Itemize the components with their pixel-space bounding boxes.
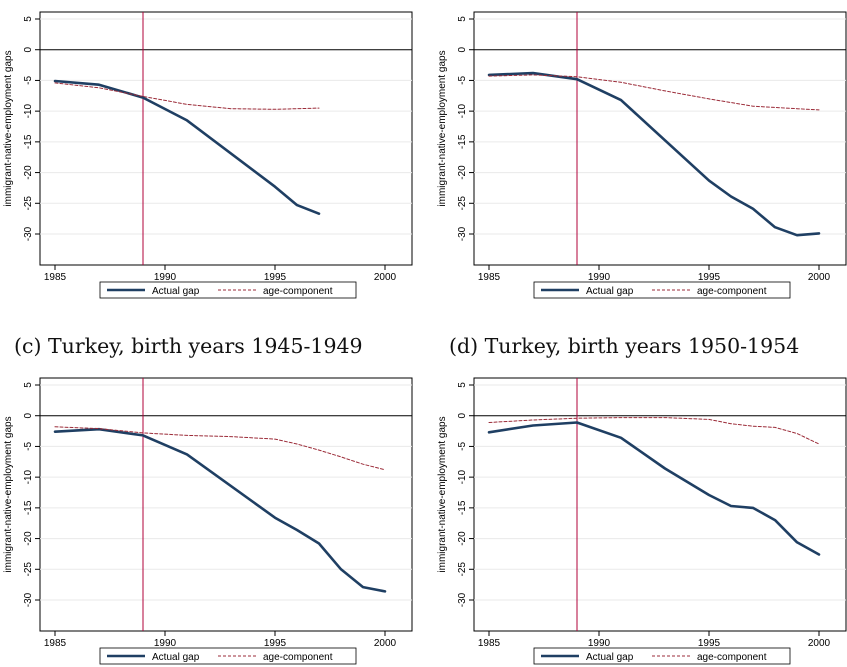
y-tick-label: -10 (457, 469, 468, 484)
y-tick-label: -30 (23, 226, 34, 241)
x-tick-label: 1990 (588, 272, 611, 283)
y-tick-label: -5 (23, 442, 34, 451)
plot-frame (473, 11, 847, 266)
chart-svg: 50-5-10-15-20-25-301985199019952000yeari… (3, 377, 413, 665)
y-axis-label: immigrant-native-employment gaps (3, 50, 14, 206)
y-tick-label: -15 (23, 134, 34, 149)
x-tick-label: 1990 (154, 272, 177, 283)
y-tick-label: -5 (457, 442, 468, 451)
caption-d: (d) Turkey, birth years 1950-1954 (449, 334, 800, 358)
x-tick-label: 1995 (264, 638, 287, 649)
series-line-actual-gap (487, 421, 821, 556)
x-tick-label: 1995 (698, 638, 721, 649)
y-tick-label: 5 (23, 16, 34, 22)
legend-label: age-component (263, 286, 333, 297)
x-tick-label: 2000 (374, 638, 397, 649)
legend-label: Actual gap (586, 652, 634, 663)
legend-label: Actual gap (152, 652, 200, 663)
legend-label: age-component (263, 652, 333, 663)
y-tick-label: -10 (457, 103, 468, 118)
y-tick-label: -15 (457, 134, 468, 149)
y-tick-label: -20 (457, 165, 468, 180)
y-tick-label: -5 (23, 76, 34, 85)
legend-label: Actual gap (586, 286, 634, 297)
y-tick-label: -30 (457, 592, 468, 607)
chart-panel-2: 50-5-10-15-20-25-301985199019952000yeari… (434, 0, 847, 300)
series-line-age-component (54, 426, 386, 471)
y-tick-label: -15 (23, 500, 34, 515)
y-axis-label: immigrant-native-employment gaps (3, 416, 14, 572)
y-tick-label: -20 (23, 165, 34, 180)
legend-label: Actual gap (152, 286, 200, 297)
y-tick-label: -25 (23, 196, 34, 211)
y-tick-label: -25 (23, 562, 34, 577)
x-tick-label: 1990 (588, 638, 611, 649)
y-tick-label: 0 (23, 412, 34, 418)
y-tick-label: 5 (457, 16, 468, 22)
y-tick-label: 0 (457, 46, 468, 52)
y-tick-label: 5 (23, 382, 34, 388)
x-tick-label: 1995 (698, 272, 721, 283)
chart-panel-1: 50-5-10-15-20-25-301985199019952000yeari… (0, 0, 413, 300)
y-tick-label: 5 (457, 382, 468, 388)
y-tick-label: -5 (457, 76, 468, 85)
y-tick-label: -20 (23, 531, 34, 546)
series-line-age-component (488, 74, 820, 111)
x-tick-label: 1985 (478, 272, 501, 283)
x-tick-label: 1995 (264, 272, 287, 283)
y-tick-label: -30 (23, 592, 34, 607)
chart-panel-4: 50-5-10-15-20-25-301985199019952000yeari… (434, 366, 847, 666)
plot-frame (39, 377, 413, 632)
legend: Actual gap age-component (533, 647, 791, 665)
chart-panel-3: 50-5-10-15-20-25-301985199019952000yeari… (0, 366, 413, 666)
x-tick-label: 1985 (478, 638, 501, 649)
y-tick-label: 0 (457, 412, 468, 418)
chart-svg: 50-5-10-15-20-25-301985199019952000yeari… (437, 11, 847, 299)
x-tick-label: 1985 (44, 638, 67, 649)
y-axis-label: immigrant-native-employment gaps (437, 50, 448, 206)
series-line-age-component (54, 82, 320, 110)
legend: Actual gap age-component (99, 281, 357, 299)
x-tick-label: 1985 (44, 272, 67, 283)
legend: Actual gap age-component (533, 281, 791, 299)
y-tick-label: -20 (457, 531, 468, 546)
x-tick-label: 1990 (154, 638, 177, 649)
x-tick-label: 2000 (808, 638, 831, 649)
y-tick-label: -10 (23, 469, 34, 484)
series-line-actual-gap (53, 79, 321, 215)
y-axis-label: immigrant-native-employment gaps (437, 416, 448, 572)
caption-c: (c) Turkey, birth years 1945-1949 (14, 334, 363, 358)
chart-svg: 50-5-10-15-20-25-301985199019952000yeari… (3, 11, 413, 299)
series-line-actual-gap (53, 427, 387, 593)
legend-label: age-component (697, 652, 767, 663)
chart-svg: 50-5-10-15-20-25-301985199019952000yeari… (437, 377, 847, 665)
y-tick-label: -15 (457, 500, 468, 515)
y-tick-label: -30 (457, 226, 468, 241)
y-tick-label: -10 (23, 103, 34, 118)
y-tick-label: 0 (23, 46, 34, 52)
y-tick-label: -25 (457, 562, 468, 577)
y-tick-label: -25 (457, 196, 468, 211)
legend: Actual gap age-component (99, 647, 357, 665)
series-line-age-component (488, 417, 820, 445)
plot-frame (39, 11, 413, 266)
legend-label: age-component (697, 286, 767, 297)
x-tick-label: 2000 (808, 272, 831, 283)
x-tick-label: 2000 (374, 272, 397, 283)
